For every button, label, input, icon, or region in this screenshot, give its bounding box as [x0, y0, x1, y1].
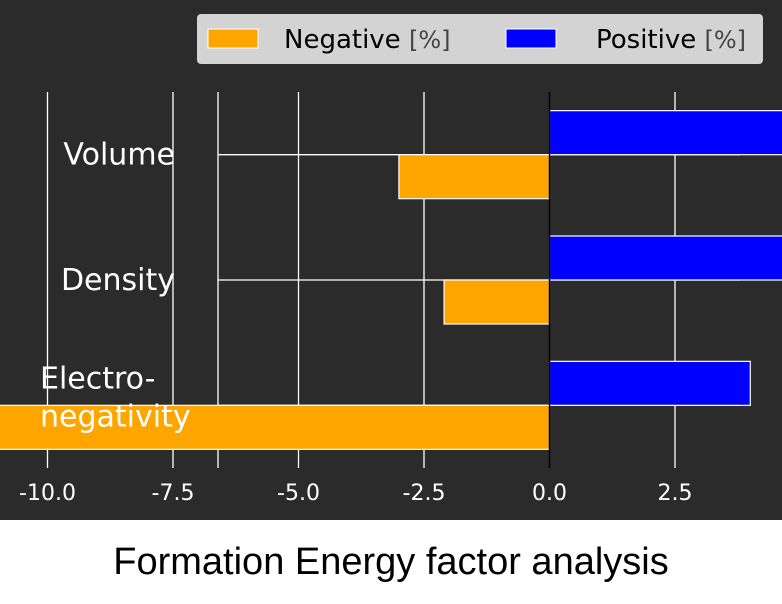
legend-swatch-negative — [207, 28, 259, 49]
x-tick-label: -7.5 — [152, 481, 195, 506]
x-tick-label: -2.5 — [403, 481, 446, 506]
bar-positive — [548, 235, 782, 281]
category-label: Density — [61, 263, 175, 298]
bar-negative — [398, 154, 551, 200]
x-tick-label: -10.0 — [19, 481, 76, 506]
legend-unit: [%] — [409, 26, 451, 54]
legend-unit: [%] — [705, 26, 747, 54]
bar-negative — [443, 279, 551, 325]
x-tick-label: 0.0 — [532, 481, 567, 506]
x-tick-label: -5.0 — [277, 481, 320, 506]
legend-swatch-positive — [505, 28, 557, 49]
legend-label-positive: Positive [%] — [596, 25, 746, 55]
legend-box — [197, 14, 763, 64]
bar-chart: -12.5-10.0-7.5-5.0-2.50.02.55.07.5Electr… — [0, 14, 782, 506]
legend-label-negative: Negative [%] — [284, 25, 450, 55]
category-label: Volume — [63, 138, 175, 173]
category-label: Electro- — [40, 361, 155, 396]
category-label: negativity — [40, 399, 191, 434]
bar-positive — [548, 110, 782, 156]
chart-title: Formation Energy factor analysis — [113, 540, 669, 583]
bar-positive — [548, 360, 751, 406]
bar-negative — [0, 404, 551, 450]
plot-panel: -12.5-10.0-7.5-5.0-2.50.02.55.07.5Electr… — [0, 0, 782, 520]
x-tick-label: 2.5 — [658, 481, 693, 506]
